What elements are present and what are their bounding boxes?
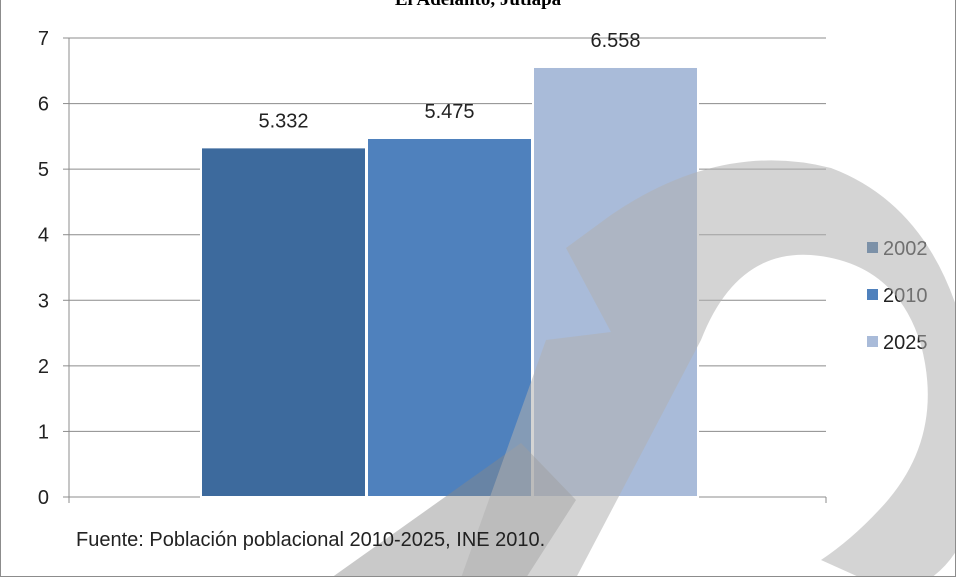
legend-label-2025: 2025 <box>883 332 928 354</box>
bar-2002 <box>200 146 367 498</box>
legend-swatch-2025 <box>867 336 878 347</box>
bar-2025 <box>532 65 699 498</box>
y-tick-label: 6 <box>38 94 49 116</box>
y-tick-label: 1 <box>38 421 49 443</box>
y-tick-label: 3 <box>38 290 49 312</box>
data-label-2010: 5.475 <box>424 101 474 123</box>
y-tick-label: 2 <box>38 356 49 378</box>
legend-label-2010: 2010 <box>883 285 928 307</box>
legend-swatch-2010 <box>867 289 878 300</box>
legend: 2002 2010 2025 <box>867 238 928 354</box>
source-note: Fuente: Población poblacional 2010-2025,… <box>76 529 546 551</box>
legend-swatch-2002 <box>867 242 878 253</box>
y-tick-label: 0 <box>38 487 49 509</box>
y-tick-label: 4 <box>38 225 49 247</box>
data-label-2025: 6.558 <box>590 30 640 52</box>
bar-2010 <box>366 136 533 498</box>
legend-label-2002: 2002 <box>883 238 928 260</box>
y-tick-label: 5 <box>38 159 49 181</box>
y-tick-label: 7 <box>38 28 49 50</box>
data-labels: 5.332 5.475 6.558 <box>258 30 640 132</box>
chart-title: El Adelanto, Jutiapa <box>1 0 955 11</box>
data-label-2002: 5.332 <box>258 110 308 132</box>
